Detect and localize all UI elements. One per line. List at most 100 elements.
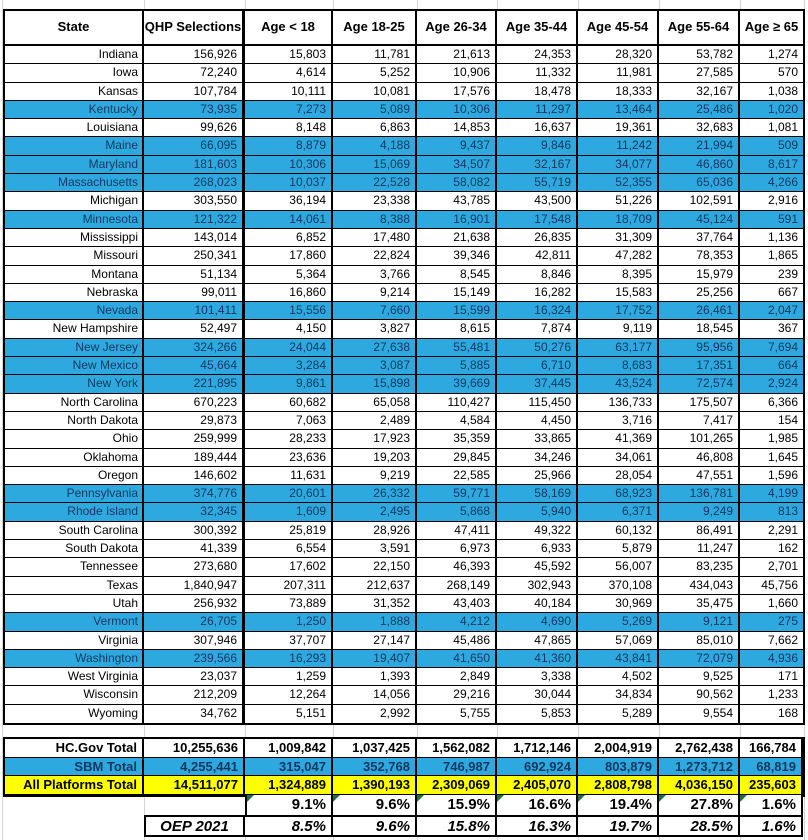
value-cell: 8,879 — [245, 137, 333, 156]
total-value-cell: 2,762,438 — [659, 739, 740, 758]
value-cell: 16,901 — [417, 210, 497, 229]
value-cell: 8,388 — [333, 210, 417, 229]
value-cell: 162 — [740, 540, 803, 559]
value-cell: 8,615 — [417, 320, 497, 339]
value-cell: 189,444 — [144, 448, 245, 467]
state-name-cell: New Jersey — [5, 338, 144, 358]
value-cell: 268,149 — [417, 576, 497, 595]
oep-value-cell: 1.6% — [740, 815, 803, 837]
value-cell: 181,603 — [144, 155, 245, 175]
state-name-cell: New York — [5, 375, 144, 394]
value-cell: 1,038 — [740, 82, 803, 101]
value-cell: 7,694 — [740, 338, 803, 358]
value-cell: 107,784 — [144, 82, 245, 101]
value-cell: 47,282 — [578, 247, 659, 266]
state-name-cell: Texas — [5, 576, 144, 595]
value-cell: 4,199 — [740, 485, 803, 504]
value-cell: 4,150 — [245, 320, 333, 339]
value-cell: 570 — [740, 64, 803, 83]
value-cell: 17,752 — [578, 302, 659, 321]
header-cell: Age 35-44 — [497, 11, 578, 46]
value-cell: 43,841 — [578, 649, 659, 669]
value-cell: 367 — [740, 320, 803, 339]
value-cell: 8,846 — [497, 265, 578, 284]
value-cell: 11,332 — [497, 64, 578, 83]
value-cell: 143,014 — [144, 228, 245, 248]
value-cell: 26,461 — [659, 302, 740, 321]
error-flag-icon — [417, 795, 424, 802]
value-cell: 6,852 — [245, 228, 333, 248]
value-cell: 29,216 — [417, 686, 497, 705]
value-cell: 72,574 — [659, 375, 740, 394]
total-label-cell: SBM Total — [5, 757, 144, 776]
value-cell: 6,710 — [497, 357, 578, 376]
percent-row: 9.1% 9.6% 15.9% 16.6% 19.4% 27.8% 1.6% — [3, 795, 805, 815]
error-flag-icon — [333, 795, 340, 802]
value-cell: 45,592 — [497, 558, 578, 577]
value-cell: 55,481 — [417, 338, 497, 358]
value-cell: 1,020 — [740, 100, 803, 120]
header-cell: QHP Selections — [144, 11, 245, 46]
value-cell: 15,599 — [417, 302, 497, 321]
value-cell: 41,360 — [497, 649, 578, 669]
value-cell: 4,502 — [578, 668, 659, 687]
value-cell: 13,464 — [578, 100, 659, 120]
value-cell: 21,638 — [417, 228, 497, 248]
value-cell: 101,411 — [144, 302, 245, 321]
state-name-cell: Oklahoma — [5, 448, 144, 467]
total-value-cell: 1,390,193 — [333, 776, 417, 795]
value-cell: 59,771 — [417, 485, 497, 504]
value-cell: 1,985 — [740, 430, 803, 449]
value-cell: 239,566 — [144, 649, 245, 669]
value-cell: 102,591 — [659, 192, 740, 211]
value-cell: 27,147 — [333, 631, 417, 650]
value-cell: 5,755 — [417, 704, 497, 723]
total-value-cell: 1,324,889 — [245, 776, 333, 795]
value-cell: 26,332 — [333, 485, 417, 504]
value-cell: 136,733 — [578, 393, 659, 412]
value-cell: 21,994 — [659, 137, 740, 156]
value-cell: 28,233 — [245, 430, 333, 449]
value-cell: 99,626 — [144, 119, 245, 138]
total-value-cell: 2,004,919 — [578, 739, 659, 758]
value-cell: 34,077 — [578, 155, 659, 175]
value-cell: 101,265 — [659, 430, 740, 449]
value-cell: 5,885 — [417, 357, 497, 376]
state-name-cell: Vermont — [5, 613, 144, 632]
value-cell: 10,081 — [333, 82, 417, 101]
value-cell: 374,776 — [144, 485, 245, 504]
total-value-cell: 2,808,798 — [578, 776, 659, 795]
value-cell: 34,246 — [497, 448, 578, 467]
value-cell: 5,089 — [333, 100, 417, 120]
value-cell: 1,081 — [740, 119, 803, 138]
value-cell: 46,393 — [417, 558, 497, 577]
value-cell: 7,660 — [333, 302, 417, 321]
value-cell: 667 — [740, 283, 803, 303]
value-cell: 4,614 — [245, 64, 333, 83]
value-cell: 9,214 — [333, 283, 417, 303]
total-value-cell: 2,309,069 — [417, 776, 497, 795]
value-cell: 14,853 — [417, 119, 497, 138]
value-cell: 26,705 — [144, 613, 245, 632]
value-cell: 136,781 — [659, 485, 740, 504]
value-cell: 22,585 — [417, 466, 497, 486]
value-cell: 1,888 — [333, 613, 417, 632]
value-cell: 43,403 — [417, 594, 497, 614]
value-cell: 6,371 — [578, 503, 659, 522]
percent-value-cell: 1.6% — [740, 795, 803, 815]
value-cell: 47,865 — [497, 631, 578, 650]
value-cell: 7,874 — [497, 320, 578, 339]
value-cell: 175,507 — [659, 393, 740, 412]
value-cell: 7,662 — [740, 631, 803, 650]
oep-value-cell: 28.5% — [659, 815, 740, 837]
value-cell: 8,617 — [740, 155, 803, 175]
value-cell: 24,044 — [245, 338, 333, 358]
state-name-cell: Ohio — [5, 430, 144, 449]
value-cell: 43,524 — [578, 375, 659, 394]
value-cell: 51,134 — [144, 265, 245, 284]
value-cell: 10,906 — [417, 64, 497, 83]
value-cell: 11,781 — [333, 46, 417, 65]
value-cell: 15,149 — [417, 283, 497, 303]
value-cell: 50,276 — [497, 338, 578, 358]
header-cell: Age < 18 — [245, 11, 333, 46]
